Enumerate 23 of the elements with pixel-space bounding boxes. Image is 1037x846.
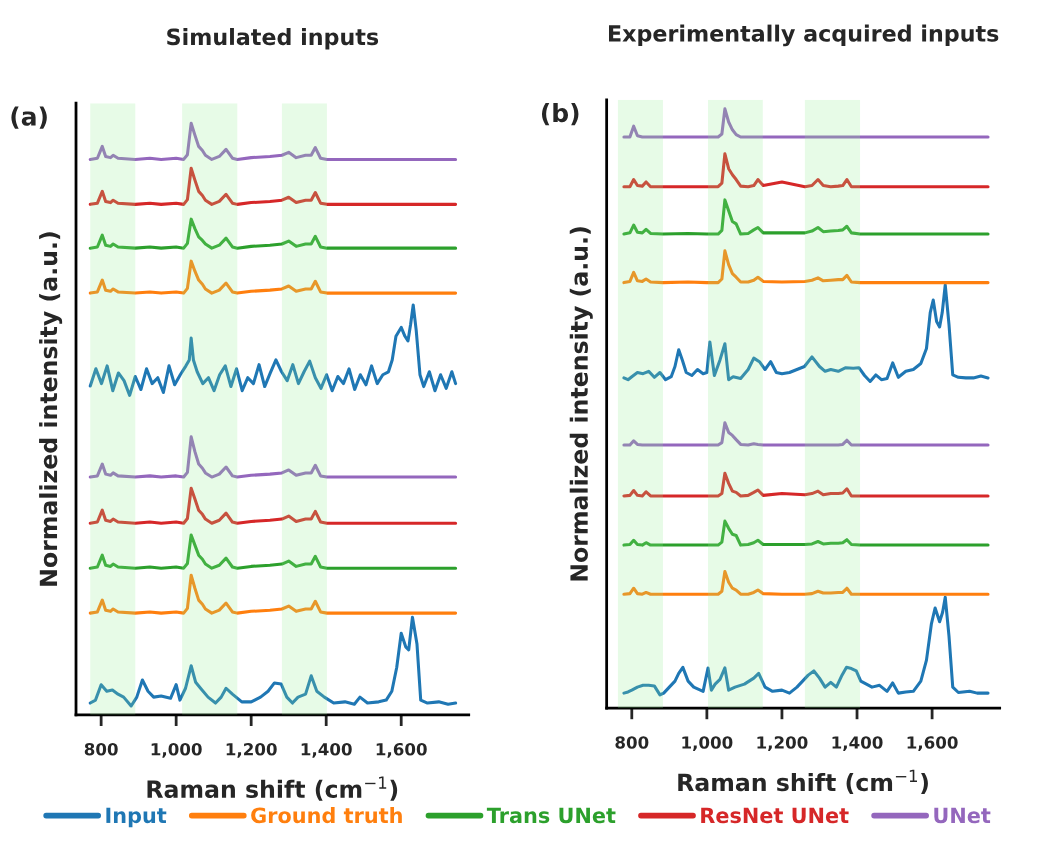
legend-label: ResNet UNet [701, 807, 849, 824]
x-tick-label: 1,000 [682, 736, 733, 751]
chart-title: Experimentally acquired inputs [609, 24, 999, 47]
y-axis-title: Normalized intensity (a.u.) [569, 227, 593, 581]
x-tick-label: 1,200 [226, 742, 277, 758]
x-tick-label: 800 [84, 742, 118, 756]
legend-label: UNet [934, 807, 991, 824]
x-tick-label: 800 [615, 736, 649, 749]
y-axis-title: Normalized intensity (a.u.) [39, 232, 63, 586]
x-tick-label: 1,200 [757, 736, 808, 751]
text: (a) [11, 106, 47, 129]
legend-label: Ground truth [251, 807, 402, 824]
legend-label: Trans UNet [486, 807, 616, 824]
text: (b) [541, 102, 579, 126]
chart-title: Simulated inputs [167, 27, 379, 50]
x-tick-label: 1,600 [376, 742, 427, 758]
x-tick-label: 1,400 [301, 742, 352, 758]
x-axis-title: Raman shift (cm$^{−1}$) [678, 769, 928, 795]
x-tick-label: 1,600 [907, 736, 958, 751]
x-tick-label: 1,400 [832, 736, 883, 751]
x-tick-label: 1,000 [151, 742, 202, 758]
legend-label: Input [106, 807, 167, 828]
x-axis-title: Raman shift (cm$^{−1}$) [147, 776, 398, 801]
